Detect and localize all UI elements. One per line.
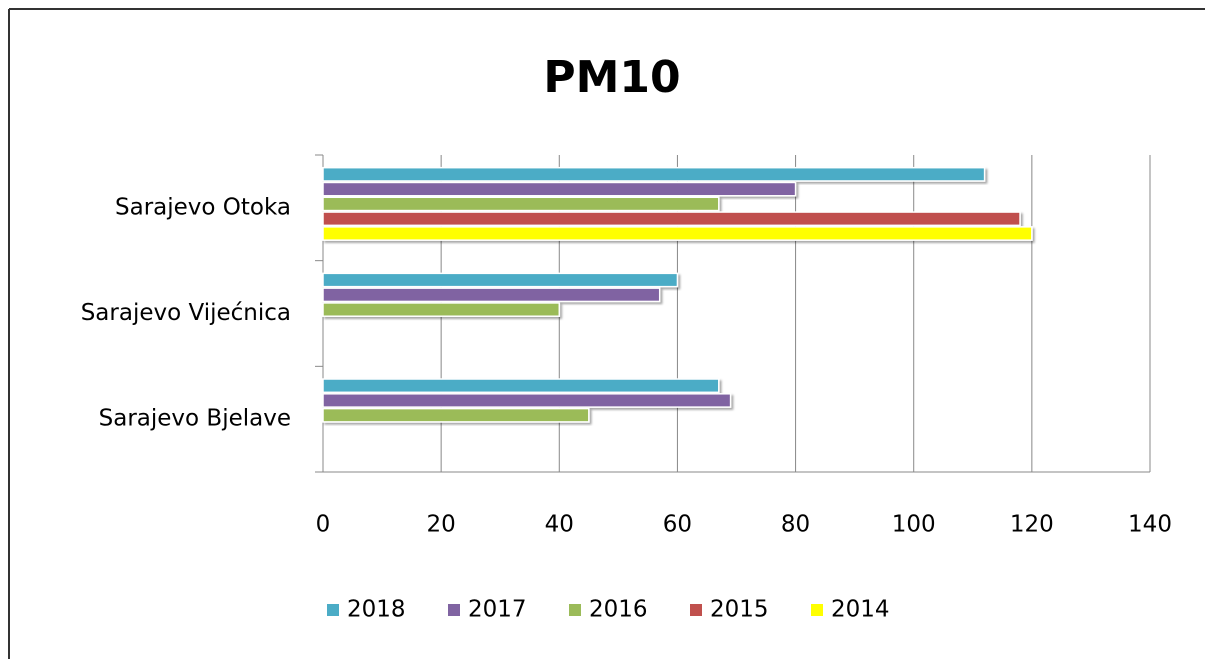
bar	[322, 196, 720, 212]
chart-title: PM10	[543, 52, 680, 103]
legend-label: 2015	[710, 597, 769, 623]
bar	[322, 302, 561, 317]
x-tick-label: 100	[892, 512, 936, 538]
bar	[322, 181, 797, 197]
legend-swatch	[690, 604, 702, 616]
x-tick-label: 40	[545, 512, 574, 538]
y-tick-label: Sarajevo Bjelave	[99, 406, 291, 432]
bar	[322, 211, 1021, 227]
legend-swatch	[811, 604, 823, 616]
legend-swatch	[448, 604, 460, 616]
x-tick-label: 60	[663, 512, 692, 538]
y-tick-label: Sarajevo Otoka	[115, 194, 291, 220]
bar	[322, 378, 720, 394]
legend-label: 2014	[831, 597, 890, 623]
x-tick-label: 80	[781, 512, 810, 538]
bar	[322, 393, 732, 408]
x-tick-label: 140	[1128, 512, 1172, 538]
bar	[322, 272, 679, 288]
bar	[322, 287, 661, 303]
legend-label: 2018	[347, 597, 406, 623]
x-tick-label: 0	[316, 512, 331, 538]
x-tick-label: 120	[1010, 512, 1054, 538]
bar	[322, 226, 1033, 241]
legend-label: 2017	[468, 597, 527, 623]
legend-swatch	[327, 604, 339, 616]
bar	[322, 407, 590, 423]
legend-label: 2016	[589, 597, 648, 623]
bar	[322, 166, 986, 182]
legend-swatch	[569, 604, 581, 616]
y-tick-label: Sarajevo Vijećnica	[81, 300, 291, 326]
x-tick-label: 20	[427, 512, 456, 538]
